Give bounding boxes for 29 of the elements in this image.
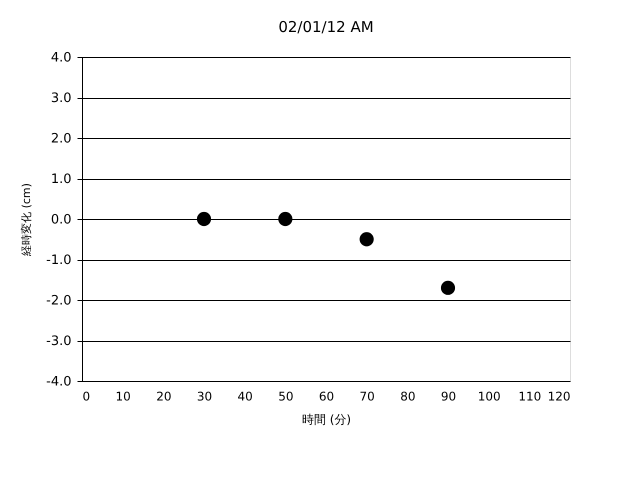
x-tick-label: 20 xyxy=(156,390,172,404)
y-tick-label: 3.0 xyxy=(50,91,72,106)
y-tick-label: 1.0 xyxy=(50,172,72,187)
point xyxy=(278,212,292,226)
y-tick-label: -3.0 xyxy=(46,334,72,349)
x-tick-label: 30 xyxy=(196,390,212,404)
y-tick-label: -4.0 xyxy=(46,374,72,390)
point xyxy=(196,212,212,226)
x-tick-label: 60 xyxy=(318,390,334,404)
x-axis-title: 時間 (分) xyxy=(302,412,352,426)
point xyxy=(360,232,374,246)
x-tick-label: 0 xyxy=(82,390,90,404)
y-tick-label: 4.0 xyxy=(50,50,72,66)
x-tick-label: 80 xyxy=(400,390,416,404)
chart-title: 02/01/12 AM xyxy=(278,18,374,36)
y-axis-title: 経時変化 (cm) xyxy=(20,183,34,257)
x-tick-label: 90 xyxy=(440,390,456,404)
x-tick-label: 40 xyxy=(238,390,253,404)
y-tick-label: -1.0 xyxy=(46,253,72,268)
x-tick-label: 70 xyxy=(360,390,375,404)
x-tick-label: 100 xyxy=(478,390,501,404)
y-tick-label: 0.0 xyxy=(50,212,72,228)
y-tick-label: 2.0 xyxy=(50,132,72,146)
x-tick-label: 50 xyxy=(278,390,294,404)
point xyxy=(440,280,456,295)
x-tick-label: 10 xyxy=(116,390,131,404)
y-tick-label: -2.0 xyxy=(46,294,72,308)
x-tick-label: 120 xyxy=(548,390,570,404)
x-tick-label: 110 xyxy=(518,390,542,404)
